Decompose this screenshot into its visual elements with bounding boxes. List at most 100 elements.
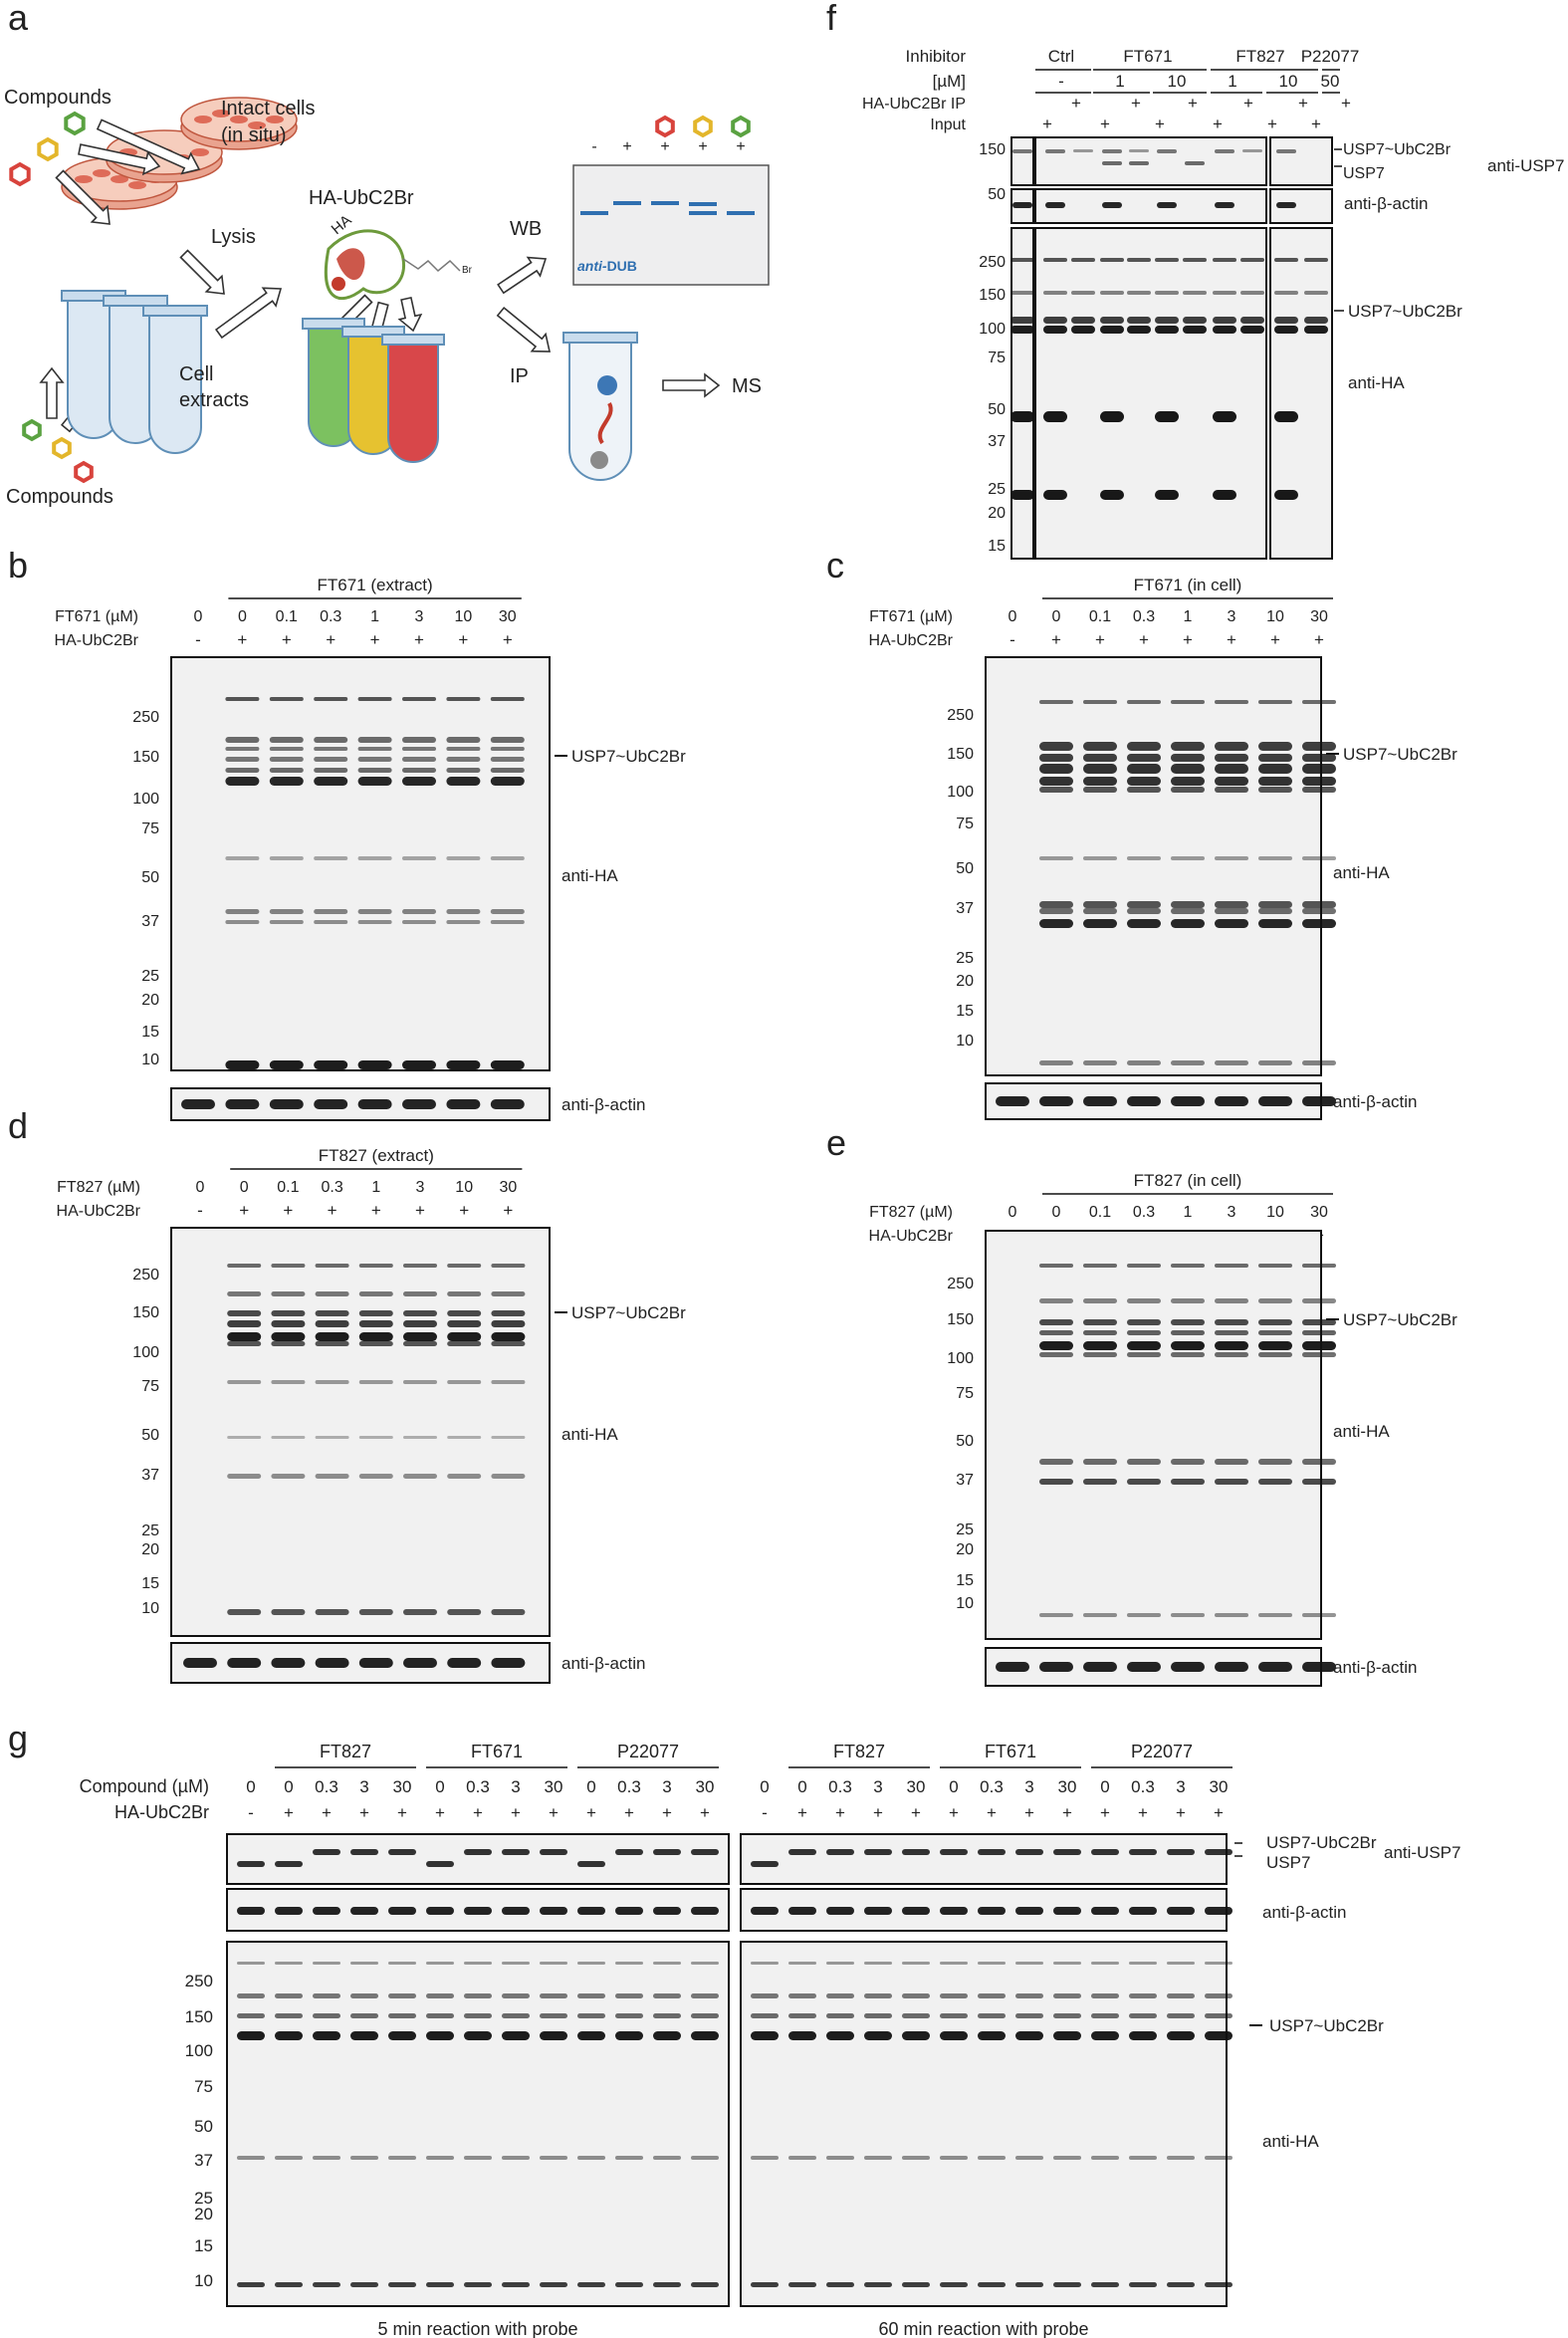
actin-band <box>1091 1907 1119 1915</box>
protein-band <box>1215 754 1248 762</box>
actin-band <box>1127 1096 1161 1106</box>
protein-band <box>269 856 304 860</box>
ha-band-150 <box>1015 1993 1043 1998</box>
protein-band <box>1127 1319 1161 1325</box>
ha-heavy-band <box>1213 411 1236 422</box>
mw-marker-label: 75 <box>194 2077 213 2096</box>
protein-band <box>357 777 392 786</box>
protein-band <box>1258 700 1292 704</box>
mw-marker-label: 10 <box>956 1595 974 1612</box>
lane-concentration: 0.3 <box>321 1179 342 1196</box>
protein-band <box>1039 787 1073 793</box>
protein-band <box>1258 856 1292 860</box>
actin-band <box>1258 1662 1292 1672</box>
schematic-western-blot <box>572 164 770 286</box>
anti-ha-blot <box>170 1227 551 1637</box>
protein-band <box>314 757 348 762</box>
protein-band <box>271 1264 306 1268</box>
actin-band <box>1039 1662 1073 1672</box>
mw-marker-label: 37 <box>141 1467 159 1484</box>
protein-band <box>1171 901 1205 908</box>
ha-band-10 <box>788 2282 816 2287</box>
actin-band <box>1083 1096 1117 1106</box>
protein-band <box>403 1332 437 1341</box>
mw-marker-label: 37 <box>988 433 1006 450</box>
mw-marker-label: 25 <box>194 2189 213 2208</box>
mw-marker-label: 50 <box>956 860 974 877</box>
ha-band-250 <box>653 1962 681 1965</box>
protein-band <box>271 1436 306 1439</box>
ha-band-150 <box>237 1993 265 1998</box>
lane-probe-sign: + <box>1139 630 1149 649</box>
ha-band-100 <box>237 2031 265 2040</box>
lane-concentration: 0 <box>1052 1204 1061 1221</box>
protein-band <box>1171 919 1205 928</box>
lane-concentration: 30 <box>696 1777 715 1796</box>
ha-band-37 <box>691 2156 719 2160</box>
protein-band <box>446 757 481 762</box>
ha-band-250 <box>1091 1962 1119 1965</box>
protein-band <box>1302 1319 1336 1325</box>
ha-band-250 <box>313 1962 340 1965</box>
protein-band <box>1127 919 1161 928</box>
protein-band <box>1302 777 1336 786</box>
lane-concentration: 0 <box>797 1777 806 1796</box>
actin-band <box>1083 1662 1117 1672</box>
actin-band <box>1053 1907 1081 1915</box>
anti-ha-blot <box>985 656 1322 1076</box>
mw-marker-label: 15 <box>956 1572 974 1589</box>
concentration-row-label: FT827 (µM) <box>57 1179 140 1196</box>
protein-band <box>1039 1060 1073 1065</box>
ha-band-100 <box>1240 326 1264 334</box>
usp7-band <box>426 1861 454 1867</box>
actin-band <box>1102 202 1122 208</box>
actin-band <box>1157 202 1177 208</box>
protein-band <box>1127 742 1161 751</box>
schematic-lane-sign: - <box>591 138 596 155</box>
um-row-label: [µM] <box>933 72 966 91</box>
ha-band-37 <box>1205 2156 1232 2160</box>
ha-band-150 <box>1155 291 1179 295</box>
protein-band <box>446 737 481 743</box>
usp7-band <box>1091 1849 1119 1855</box>
anti-ha-label: anti-HA <box>561 1425 618 1444</box>
compounds-top-label: Compounds <box>4 87 112 109</box>
usp7-input-band <box>1157 149 1177 153</box>
protein-band <box>1302 1298 1336 1303</box>
protein-band <box>1302 764 1336 774</box>
protein-band <box>402 856 436 860</box>
ha-band-150 <box>751 1993 779 1998</box>
ha-band-37 <box>1015 2156 1043 2160</box>
protein-band <box>403 1380 437 1384</box>
protein-band <box>357 920 392 924</box>
ha-band-100 <box>751 2031 779 2040</box>
ha-band-100 <box>1010 326 1034 334</box>
lane-concentration: 0 <box>240 1179 249 1196</box>
inhibitor-group-label: FT671 <box>1123 47 1172 66</box>
ha-band-100 <box>1043 326 1067 334</box>
ha-band-100 <box>1205 2031 1232 2040</box>
input-sign: + <box>1311 115 1321 133</box>
anti-ha-label: anti-HA <box>1348 373 1405 392</box>
actin-band <box>1127 1662 1161 1672</box>
schematic-band <box>580 211 608 215</box>
protein-band <box>1302 1479 1336 1485</box>
ha-band-100 <box>275 2031 303 2040</box>
lane-concentration: 0.1 <box>1089 608 1111 625</box>
protein-band <box>315 1264 349 1268</box>
protein-band <box>1083 754 1117 762</box>
ha-band-10 <box>388 2282 416 2287</box>
cell-shape <box>75 175 93 183</box>
schematic-band <box>727 211 755 215</box>
protein-band <box>1127 901 1161 908</box>
protein-band <box>358 1436 393 1439</box>
ha-band-250 <box>1071 258 1095 262</box>
ha-band-110 <box>1213 317 1236 324</box>
protein-band <box>447 1320 482 1327</box>
protein-band <box>1039 777 1073 786</box>
ha-band-10 <box>237 2282 265 2287</box>
cell-shape <box>191 148 209 156</box>
lane-probe-sign: + <box>414 630 424 649</box>
ha-band-100 <box>1304 326 1328 334</box>
protein-band <box>227 1320 262 1327</box>
